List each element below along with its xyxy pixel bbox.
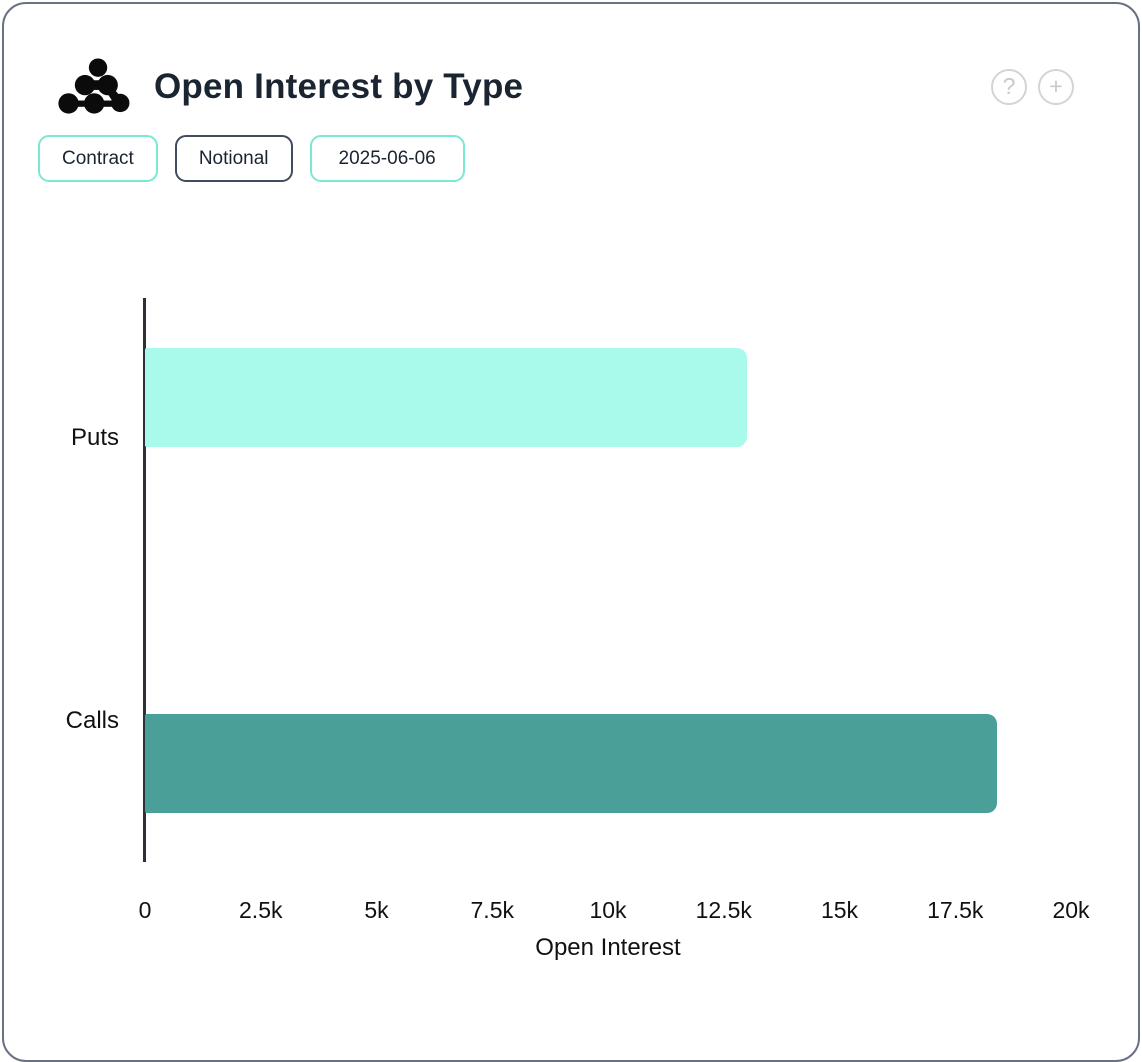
page-title: Open Interest by Type	[154, 67, 524, 106]
x-tick-label-10k: 10k	[589, 897, 627, 923]
x-tick-label-2.5k: 2.5k	[239, 897, 283, 923]
x-axis-title: Open Interest	[535, 934, 681, 961]
y-tick-label-calls: Calls	[65, 706, 119, 734]
x-tick-label-15k: 15k	[820, 897, 859, 923]
contract-toggle-button[interactable]: Contract	[38, 135, 158, 182]
card-header: Open Interest by Type ? +	[58, 56, 1074, 118]
add-icon[interactable]: +	[1038, 69, 1074, 105]
bar-calls[interactable]	[145, 714, 997, 813]
x-tick-label-5k: 5k	[364, 897, 389, 923]
bar-puts[interactable]	[145, 348, 747, 447]
amberdata-logo-icon	[58, 58, 130, 114]
x-tick-label-0: 0	[138, 897, 152, 923]
date-selector-button[interactable]: 2025-06-06	[309, 135, 465, 182]
y-tick-label-puts: Puts	[70, 423, 119, 451]
toolbar: Contract Notional 2025-06-06	[38, 135, 465, 182]
notional-toggle-button[interactable]: Notional	[174, 135, 293, 182]
bar-chart-plot-area: Open Interest Puts Calls 0 2.5k 5k 7.5k 10k 12.…	[66, 298, 1090, 961]
x-tick-label-7.5k: 7.5k	[470, 897, 514, 923]
help-icon[interactable]: ?	[991, 69, 1027, 105]
x-tick-label-20k: 20k	[1052, 897, 1090, 923]
x-tick-label-12.5k: 12.5k	[695, 897, 752, 923]
y-axis-line	[143, 298, 146, 862]
x-tick-label-17.5k: 17.5k	[927, 897, 984, 923]
